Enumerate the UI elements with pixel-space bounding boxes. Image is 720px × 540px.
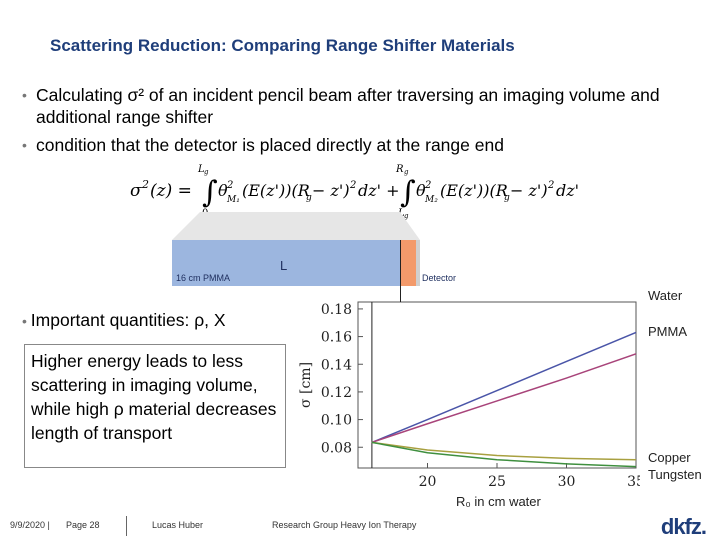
highlight-box: Higher energy leads to less scattering i… <box>24 344 286 468</box>
pmma-label: 16 cm PMMA <box>176 273 231 283</box>
bullet-item: • condition that the detector is placed … <box>22 134 672 156</box>
y-tick-label: 0.08 <box>321 440 352 456</box>
svg-text:2: 2 <box>226 180 233 191</box>
bullet-item: • Calculating σ² of an incident pencil b… <box>22 84 672 128</box>
x-tick-label: 30 <box>558 474 576 490</box>
detector-guide-line <box>400 240 401 302</box>
y-tick-label: 0.16 <box>321 330 352 346</box>
svg-text:2: 2 <box>424 180 431 191</box>
svg-text:R: R <box>395 164 404 175</box>
svg-text:M₂: M₂ <box>424 195 438 205</box>
sigma-formula-image: σ 2 (z) = ∫ Lg 0 θ 2 M₁ (E(z'))(R g − z'… <box>130 164 579 220</box>
legend-copper: Copper <box>648 450 691 465</box>
footer-group: Research Group Heavy Ion Therapy <box>272 520 417 530</box>
y-tick-label: 0.10 <box>321 413 352 429</box>
x-tick-label: 35 <box>627 474 640 490</box>
slide-footer: 9/9/2020 | Page 28 Lucas Huber Research … <box>0 512 720 540</box>
svg-text:g: g <box>404 212 409 220</box>
y-axis-label: σ [cm] <box>298 362 314 408</box>
y-tick-label: 0.18 <box>321 302 352 318</box>
svg-text:∫: ∫ <box>400 175 416 210</box>
svg-text:σ: σ <box>130 181 142 201</box>
bullet-text: Calculating σ² of an incident pencil bea… <box>36 85 660 127</box>
footer-author: Lucas Huber <box>152 520 204 530</box>
footer-divider <box>126 516 127 536</box>
series-line-copper <box>371 441 637 461</box>
svg-text:2: 2 <box>349 180 356 191</box>
svg-text:g: g <box>306 193 312 203</box>
bullet-dot-icon: • <box>22 87 27 103</box>
svg-text:M₁: M₁ <box>226 195 240 205</box>
chart-axes: 0.08 0.10 0.12 0.14 0.16 0.18 20 25 30 35 σ [cm] R₀… <box>298 301 640 509</box>
bullet-text: condition that the detector is placed di… <box>36 135 504 155</box>
x-tick-label: 20 <box>419 474 437 490</box>
detector-label: Detector <box>422 273 457 283</box>
pmma-block <box>172 240 400 286</box>
svg-text:2: 2 <box>141 178 149 191</box>
svg-text:θ: θ <box>416 181 426 200</box>
sigma-vs-range-chart: 0.08 0.10 0.12 0.14 0.16 0.18 20 25 30 35 σ [cm] R₀… <box>298 301 640 509</box>
slide-title: Scattering Reduction: Comparing Range Sh… <box>50 36 515 55</box>
y-tick-label: 0.14 <box>321 357 352 373</box>
detector-plane <box>416 240 420 286</box>
svg-text:g: g <box>504 193 510 203</box>
svg-text:L: L <box>197 164 205 175</box>
dkfz-logo: dkfz. <box>660 514 707 539</box>
series-line-tungsten <box>371 441 637 468</box>
y-tick-label: 0.12 <box>321 385 352 401</box>
projection-wedge <box>172 212 420 240</box>
series-line-water <box>371 331 637 444</box>
svg-text:− z'): − z') <box>510 181 548 200</box>
chart-series <box>371 331 637 468</box>
legend-water: Water <box>648 288 683 303</box>
svg-text:g: g <box>204 168 209 176</box>
svg-text:− z'): − z') <box>312 181 350 200</box>
footer-page: Page 28 <box>66 520 100 530</box>
beam-schematic: L 16 cm PMMA Detector <box>172 240 456 286</box>
length-label: L <box>280 258 288 273</box>
svg-text:θ: θ <box>218 181 228 200</box>
svg-text:g: g <box>404 168 409 176</box>
svg-text:dz': dz' <box>556 181 579 200</box>
svg-text:(E(z'))(R: (E(z'))(R <box>242 181 310 200</box>
svg-text:(E(z'))(R: (E(z'))(R <box>440 181 508 200</box>
footer-date: 9/9/2020 | <box>10 520 50 530</box>
legend-pmma: PMMA <box>648 324 687 339</box>
bullet-list: • Calculating σ² of an incident pencil b… <box>22 84 672 162</box>
bullet-dot-icon: • <box>22 313 31 329</box>
series-line-pmma <box>371 353 637 444</box>
svg-text:(z) =: (z) = <box>150 181 192 201</box>
bullet-item: • Important quantities: ρ, X <box>22 310 226 331</box>
bullet-dot-icon: • <box>22 137 27 153</box>
legend-tungsten: Tungsten <box>648 467 702 482</box>
svg-text:dz' +: dz' + <box>358 181 400 200</box>
x-axis-label: R₀ in cm water <box>456 494 542 509</box>
svg-text:2: 2 <box>547 180 554 191</box>
plot-frame <box>357 301 637 469</box>
bullet-text: Important quantities: ρ, X <box>30 310 226 330</box>
x-tick-label: 25 <box>488 474 506 490</box>
range-shifter-block <box>400 240 416 286</box>
svg-text:∫: ∫ <box>202 175 218 210</box>
